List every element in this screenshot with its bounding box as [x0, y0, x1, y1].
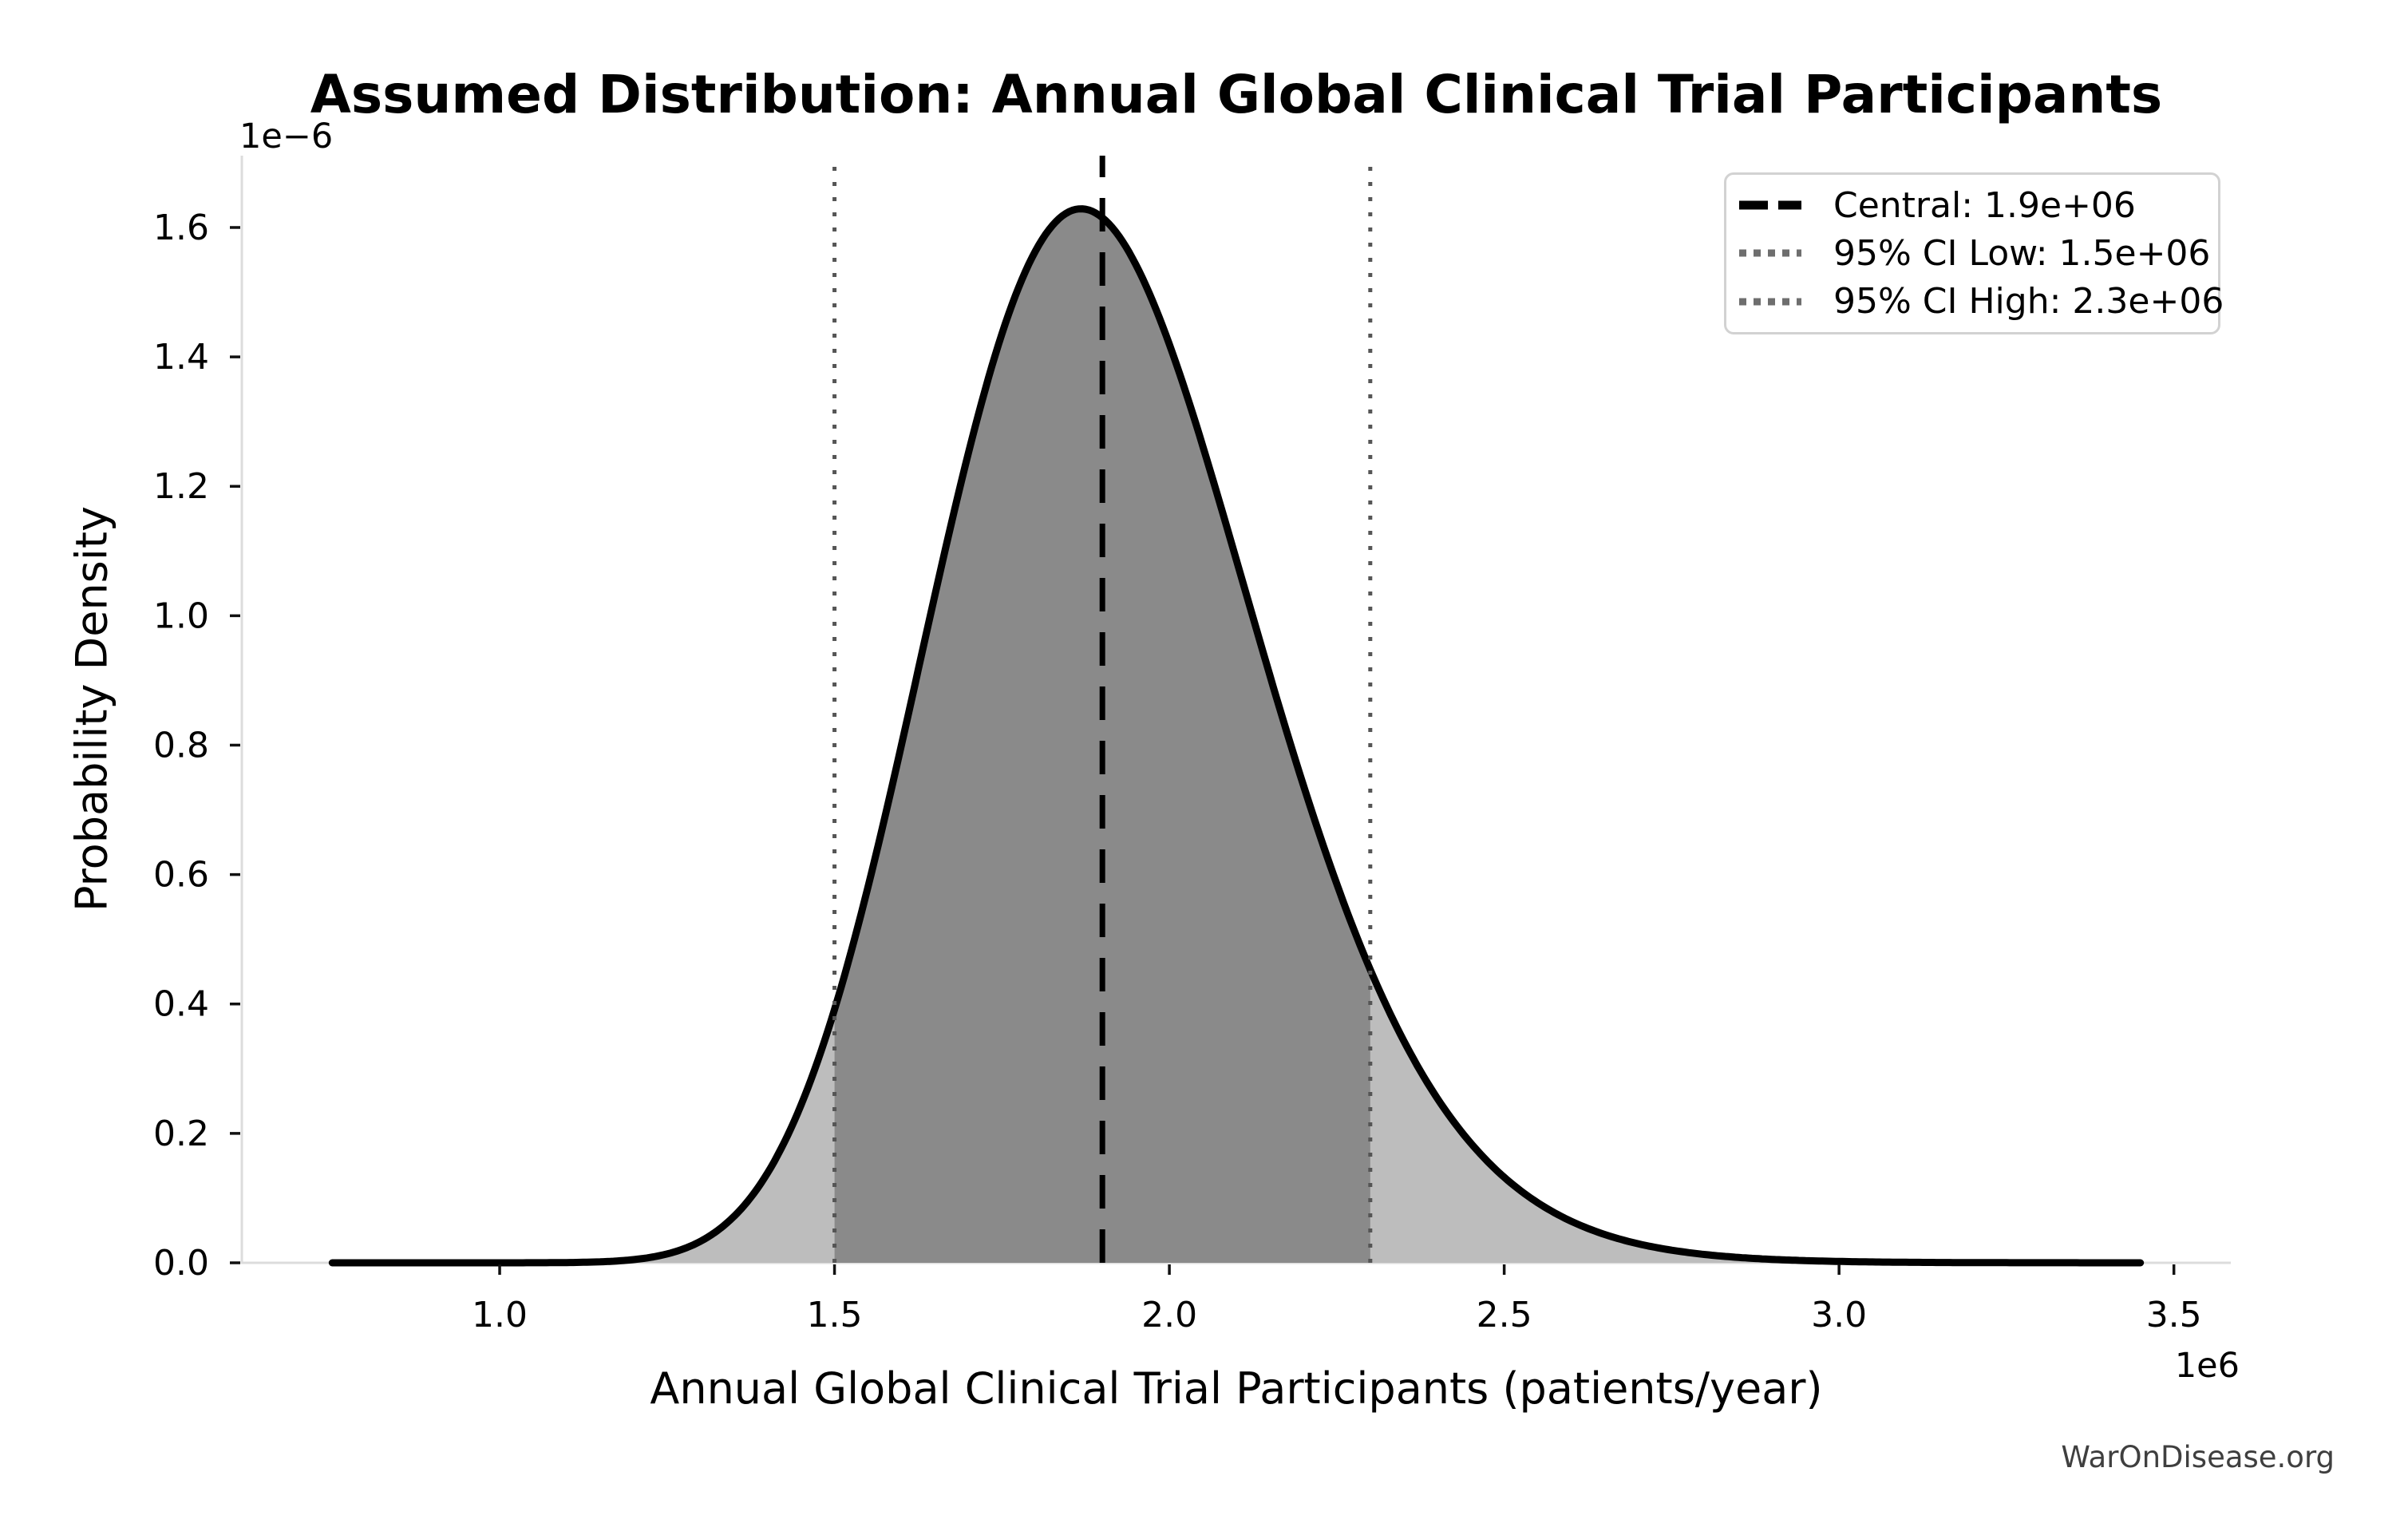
chart-title: Assumed Distribution: Annual Global Clin… [310, 64, 2163, 125]
y-axis-offset-label: 1e−6 [239, 117, 334, 156]
legend-item-ci-high: 95% CI High: 2.3e+06 [1739, 281, 2224, 322]
y-tick-label: 0.2 [153, 1114, 209, 1154]
x-axis-offset-label: 1e6 [2174, 1346, 2240, 1386]
y-tick-label: 1.6 [153, 208, 209, 248]
y-axis-label: Probability Density [66, 506, 117, 912]
y-tick-label: 0.6 [153, 855, 209, 896]
y-tick-label: 0.8 [153, 725, 209, 766]
dotted-line-sample [1739, 298, 1801, 306]
x-axis-label: Annual Global Clinical Trial Participant… [650, 1363, 1823, 1414]
y-tick-label: 1.2 [153, 466, 209, 507]
y-tick-label: 0.4 [153, 984, 209, 1025]
y-tick-label: 1.4 [153, 337, 209, 378]
legend-item-central: Central: 1.9e+06 [1739, 185, 2212, 226]
legend-item-ci-low: 95% CI Low: 1.5e+06 [1739, 233, 2212, 274]
density-curve [328, 205, 2145, 1267]
x-tick-label: 3.5 [2146, 1295, 2202, 1335]
x-tick-label: 1.5 [807, 1295, 863, 1335]
density-fill-ci [834, 208, 1370, 1264]
x-tick-label: 2.5 [1477, 1295, 1532, 1335]
y-tick-label: 0.0 [153, 1243, 209, 1284]
legend-label-central: Central: 1.9e+06 [1833, 184, 2136, 226]
x-tick-label: 1.0 [472, 1295, 528, 1335]
dotted-line-sample [1739, 249, 1801, 257]
legend: Central: 1.9e+06 95% CI Low: 1.5e+06 95%… [1724, 172, 2224, 334]
x-tick-label: 2.0 [1141, 1295, 1197, 1335]
dashed-line-sample [1739, 200, 1801, 210]
legend-label-ci-low: 95% CI Low: 1.5e+06 [1833, 232, 2211, 274]
y-tick-label: 1.0 [153, 595, 209, 636]
watermark: WarOnDisease.org [2061, 1440, 2335, 1474]
x-tick-label: 3.0 [1811, 1295, 1867, 1335]
legend-label-ci-high: 95% CI High: 2.3e+06 [1833, 281, 2224, 322]
